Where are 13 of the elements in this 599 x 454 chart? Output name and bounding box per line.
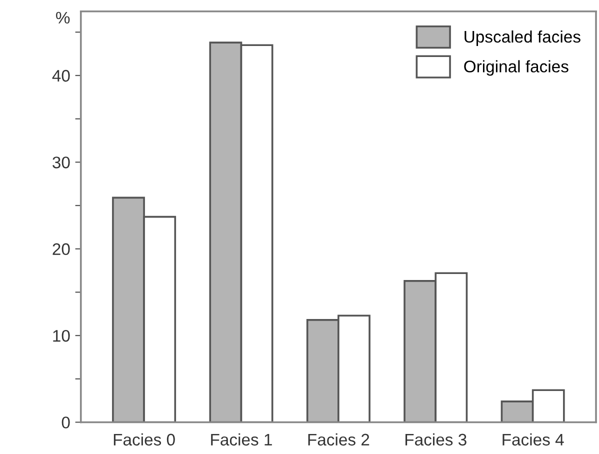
x-tick-label: Facies 0 — [114, 433, 175, 446]
y-tick-label: 40 — [52, 70, 70, 82]
x-tick-label: Facies 3 — [406, 433, 466, 446]
legend-label: Original facies — [464, 60, 568, 76]
x-tick-label: Facies 1 — [211, 433, 272, 446]
legend-label: Upscaled facies — [464, 30, 580, 46]
y-axis-title: % — [56, 12, 70, 24]
y-tick-label: 10 — [53, 330, 70, 342]
x-tick-label: Facies 4 — [502, 433, 564, 446]
x-tick-label: Facies 2 — [308, 433, 370, 446]
y-tick-label: 30 — [52, 156, 70, 168]
y-tick-label: 20 — [52, 243, 70, 256]
y-tick-label: 0 — [62, 416, 70, 428]
